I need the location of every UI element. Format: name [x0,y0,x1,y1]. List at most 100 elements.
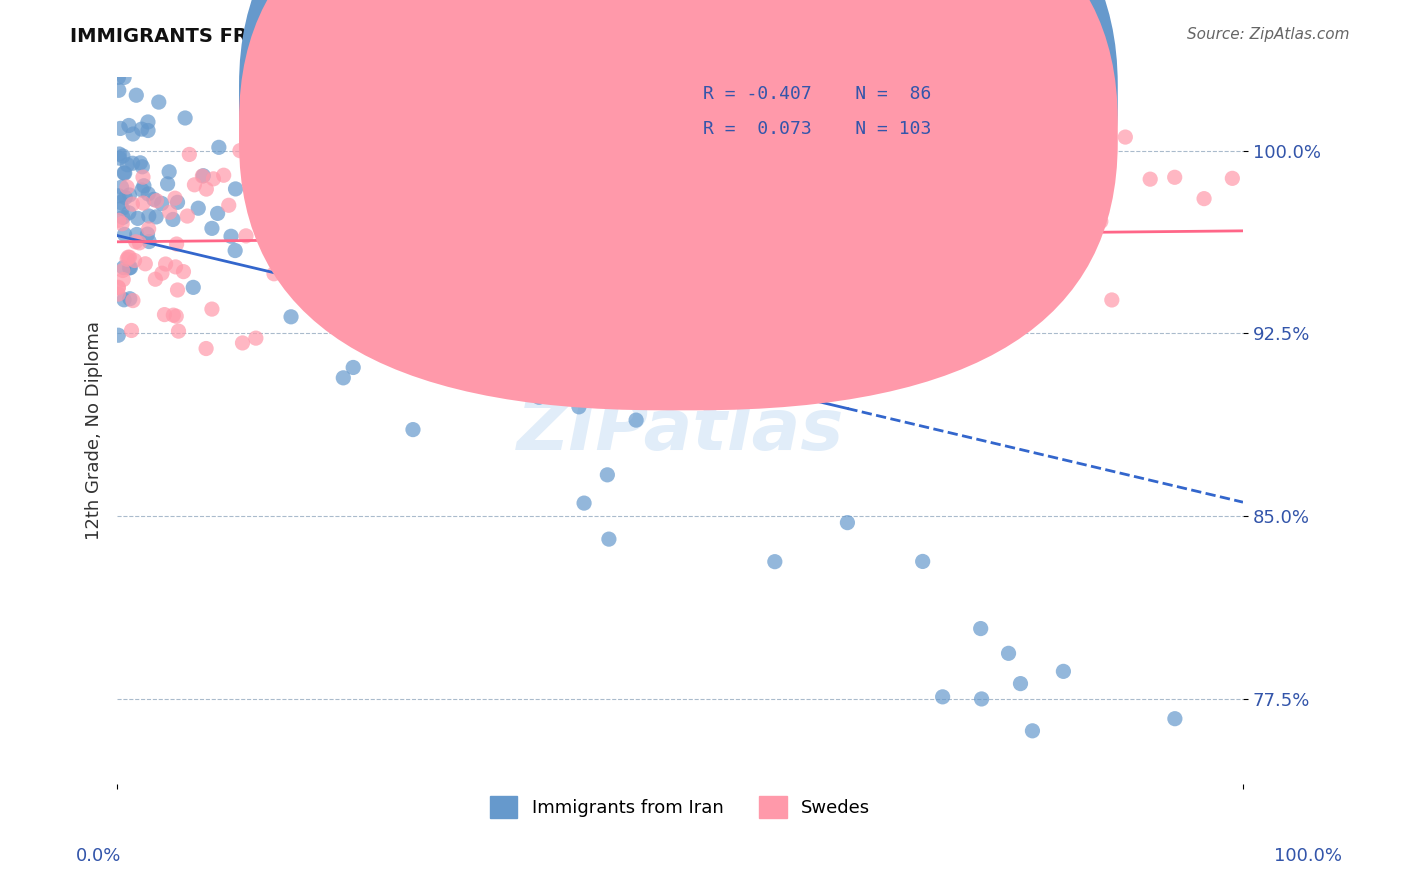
Point [1074,220,1097,235]
Point [121,156,143,170]
Point [121,323,143,337]
Point [772,211,794,226]
Point [166,195,188,210]
Point [120,260,142,275]
Point [145,210,167,224]
Point [114,190,136,204]
Point [1101,293,1123,307]
Point [162,212,184,227]
Point [114,227,136,242]
Point [107,281,129,295]
Point [183,178,205,192]
Point [165,260,187,274]
Point [107,280,129,294]
Point [986,238,1008,252]
Point [157,165,180,179]
Text: Source: ZipAtlas.com: Source: ZipAtlas.com [1187,27,1350,42]
Point [332,371,354,385]
Point [110,121,132,136]
Point [110,180,132,194]
Point [153,308,176,322]
Point [709,252,731,267]
Point [117,158,139,172]
Point [172,265,194,279]
Point [162,308,184,322]
Point [127,211,149,226]
Point [112,70,135,85]
Point [148,95,170,109]
Point [309,302,332,317]
Point [218,198,240,212]
Point [131,122,153,136]
Point [156,177,179,191]
Point [208,140,231,154]
Point [280,241,302,255]
Point [136,227,159,242]
Point [191,169,214,183]
Point [1192,192,1215,206]
Point [111,149,134,163]
Point [108,147,131,161]
Point [132,170,155,185]
Point [111,202,134,216]
Point [828,201,851,215]
Point [107,189,129,203]
Point [1052,665,1074,679]
Point [266,221,288,235]
Point [501,258,523,272]
Point [112,166,135,180]
Point [574,226,596,240]
Point [125,88,148,103]
Point [155,257,177,271]
Point [145,194,167,208]
Point [201,221,224,235]
Point [142,192,165,206]
Point [150,196,173,211]
Point [1073,177,1095,191]
Point [564,314,586,328]
Point [1029,206,1052,220]
Point [174,111,197,125]
Point [1220,171,1243,186]
Point [837,516,859,530]
Point [107,287,129,301]
Point [468,269,491,284]
Point [1114,130,1136,145]
Point [136,115,159,129]
Point [254,154,277,169]
Point [1017,228,1039,243]
Point [1014,244,1036,259]
Point [121,197,143,211]
Point [547,201,569,215]
Point [118,119,141,133]
Point [342,216,364,230]
Point [118,188,141,202]
Point [163,191,186,205]
Point [997,646,1019,660]
Point [118,206,141,220]
Point [136,186,159,201]
Point [112,260,135,275]
Point [794,227,817,241]
Point [107,70,129,85]
Point [165,309,187,323]
Point [112,272,135,286]
Point [264,219,287,233]
Point [547,168,569,182]
Point [555,379,578,393]
Text: 100.0%: 100.0% [1274,847,1341,865]
Point [914,170,936,185]
Point [118,250,141,264]
Point [107,328,129,343]
Point [117,250,139,264]
Point [758,244,780,258]
Point [229,144,252,158]
Point [477,260,499,275]
Point [970,622,993,636]
Point [181,280,204,294]
Point [112,293,135,307]
Point [717,260,740,275]
Point [912,234,935,248]
Point [118,292,141,306]
Point [342,360,364,375]
